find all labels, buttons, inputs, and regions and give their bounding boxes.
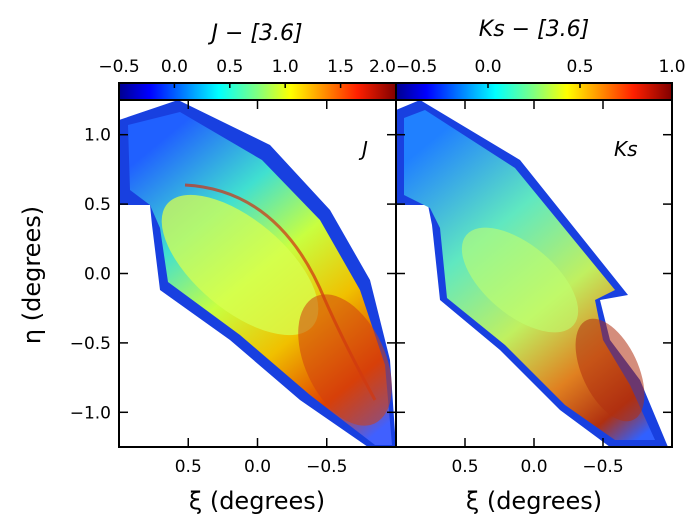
y-axis-label: η (degrees)	[18, 206, 46, 344]
right-band-label: Ks	[614, 137, 638, 161]
left-colorbar-tick-label: −0.5	[98, 57, 139, 77]
y-tick-label: −1.0	[70, 403, 111, 423]
left-x-tick-label: 0.5	[175, 457, 202, 477]
left-red-region	[298, 294, 392, 426]
right-colorbar-tick-label: 1.0	[658, 57, 685, 77]
right-red-region	[575, 318, 645, 422]
x-axis-label-right: ξ (degrees)	[466, 487, 602, 515]
left-colorbar-tick-label: 1.5	[327, 57, 354, 77]
axis-ticks: 0.5 0.0 −0.5 1.0 0.5 0.0 −0.5 −1.0 −0.5 0.0 0.5 1.0…	[70, 57, 686, 477]
left-colorbar-tick-label: 0.5	[216, 57, 243, 77]
left-x-tick-label: −0.5	[306, 457, 347, 477]
right-colorbar-tick-label: −0.5	[396, 57, 437, 77]
y-tick-label: −0.5	[70, 334, 111, 354]
left-heatmap	[119, 100, 396, 447]
right-colorbar-tick-label: 0.0	[474, 57, 501, 77]
right-x-tick-label: 0.0	[520, 457, 547, 477]
left-x-tick-label: 0.0	[244, 457, 271, 477]
right-colorbar	[395, 82, 673, 101]
right-colorbar-tick-label: 0.5	[566, 57, 593, 77]
left-colorbar-tick-label: 1.0	[272, 57, 299, 77]
left-colorbar-tick-label: 2.0	[369, 57, 396, 77]
right-core	[461, 227, 579, 333]
left-colorbar	[118, 82, 397, 101]
right-x-tick-label: 0.5	[451, 457, 478, 477]
left-colorbar-title: J − [3.6]	[207, 21, 302, 46]
right-x-tick-label: −0.5	[582, 457, 623, 477]
right-heatmap	[396, 100, 668, 447]
y-tick-label: 0.5	[84, 195, 111, 215]
y-tick-label: 1.0	[84, 126, 111, 146]
y-tick-label: 0.0	[84, 265, 111, 285]
left-core	[161, 194, 319, 336]
left-band-label: J	[358, 137, 368, 161]
x-axis-label-left: ξ (degrees)	[189, 487, 325, 515]
left-colorbar-tick-label: 0.0	[161, 57, 188, 77]
right-colorbar-title: Ks − [3.6]	[479, 17, 589, 42]
